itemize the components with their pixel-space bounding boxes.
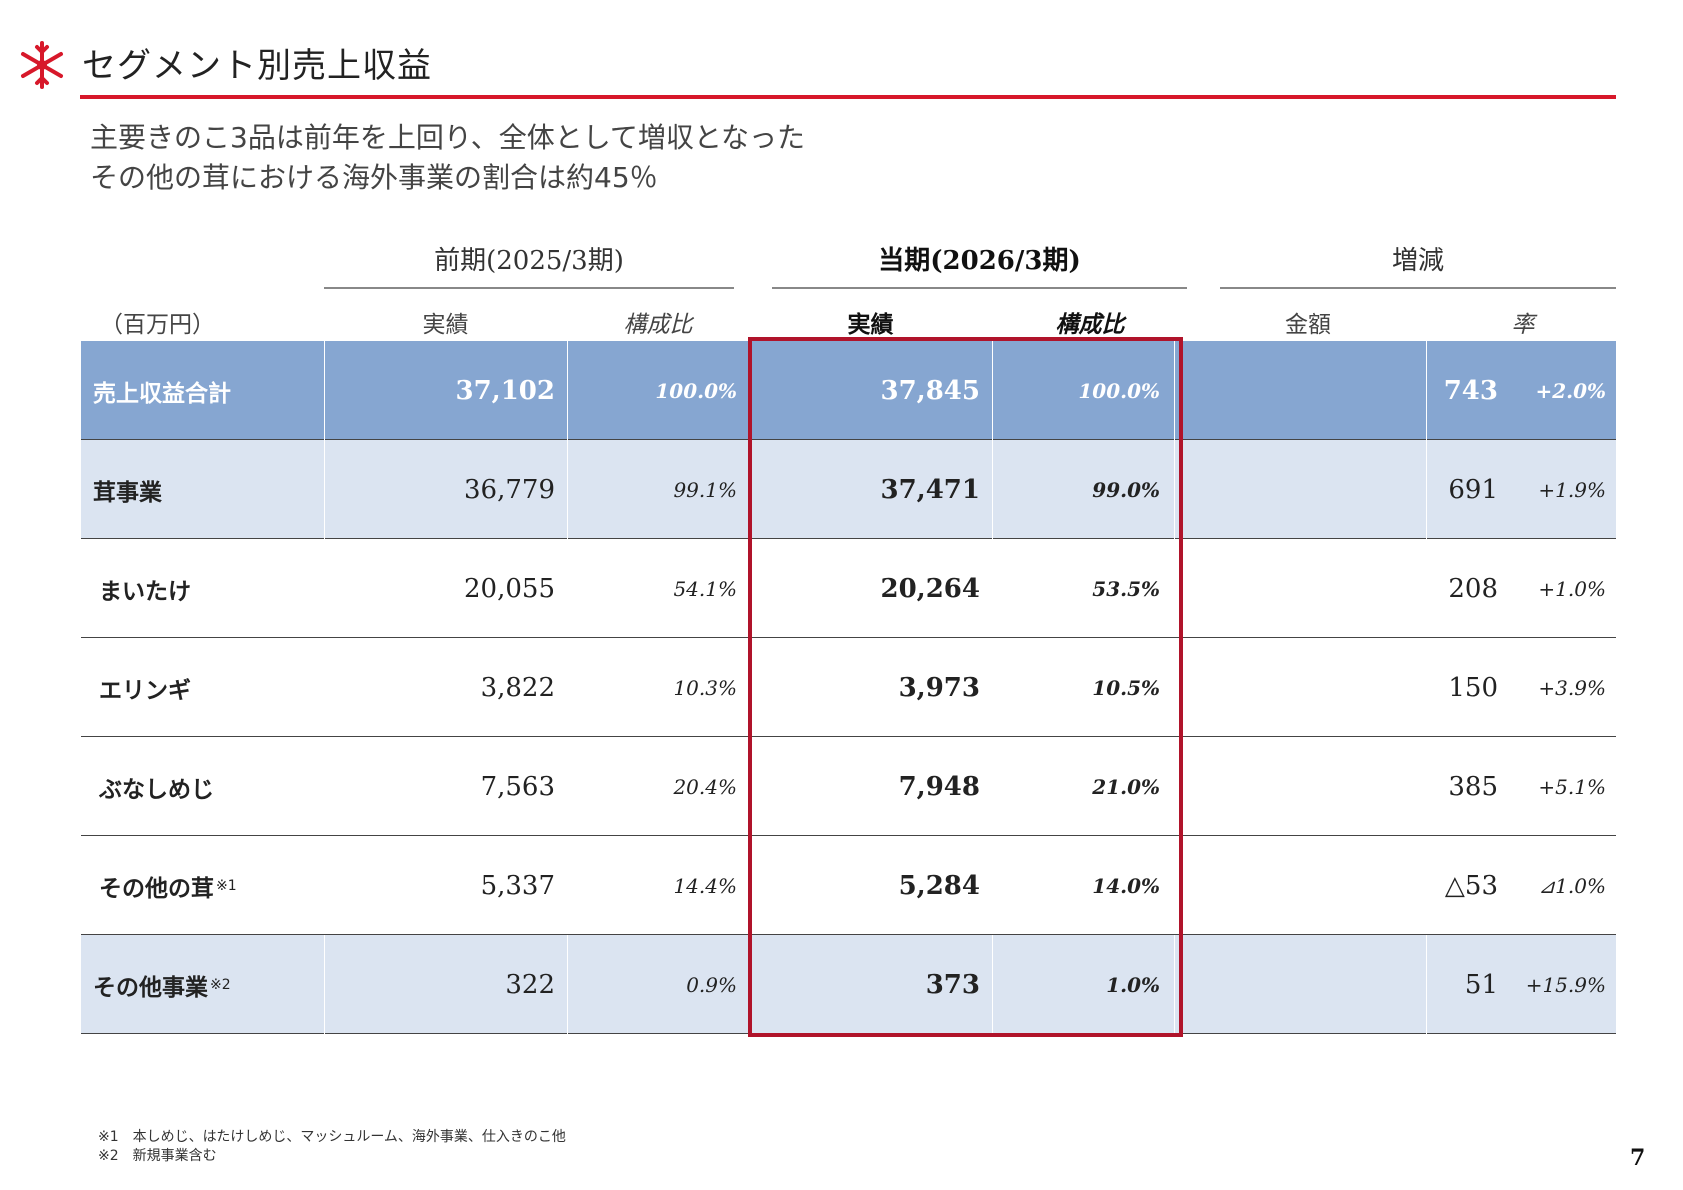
change-amount-cell: △53	[1444, 870, 1498, 901]
row-label-with-note: その他事業 ※2	[81, 935, 324, 1034]
change-rate-cell: ⊿1.0%	[1538, 873, 1606, 898]
row-label: 茸事業	[93, 479, 162, 506]
segment-revenue-table: 売上収益合計 37,102 100.0% 37,845 100.0% 743 +…	[81, 341, 1616, 1034]
cur-actual-cell: 20,264	[880, 573, 980, 604]
prev-ratio-cell: 99.1%	[567, 440, 749, 539]
prev-ratio-cell: 100.0%	[567, 341, 749, 440]
change-amount-cell: 51	[1174, 935, 1510, 1034]
cur-ratio-cell: 10.5%	[1092, 675, 1160, 700]
cur-ratio-cell: 21.0%	[1092, 774, 1160, 799]
col-cur-ratio: 構成比	[1055, 312, 1125, 338]
change-amount-cell: 691	[1174, 440, 1510, 539]
footnotes: ※1 本しめじ、はたけしめじ、マッシュルーム、海外事業、仕入きのこ他 ※2 新規…	[98, 1128, 566, 1166]
cur-actual-cell: 7,948	[898, 771, 980, 802]
change-amount-cell: 743	[1174, 341, 1510, 440]
change-rate-cell: +1.9%	[1426, 440, 1616, 539]
period-current-rule	[772, 287, 1187, 289]
prev-ratio-cell: 14.4%	[673, 873, 737, 898]
row-label: 売上収益合計	[93, 380, 231, 407]
change-amount-cell: 208	[1448, 573, 1498, 604]
prev-actual-cell: 322	[324, 935, 567, 1034]
prev-actual-cell: 3,822	[480, 672, 555, 703]
change-rate-cell: +5.1%	[1538, 774, 1606, 799]
subtitle: 主要きのこ3品は前年を上回り、全体として増収となった その他の茸における海外事業…	[90, 118, 805, 198]
change-rate-cell: +15.9%	[1426, 935, 1616, 1034]
col-change-amount: 金額	[1285, 312, 1331, 338]
prev-ratio-cell: 54.1%	[673, 576, 737, 601]
cur-actual-cell: 373	[749, 935, 992, 1034]
row-label-with-note: その他の茸 ※1	[81, 836, 324, 935]
page-title: セグメント別売上収益	[82, 46, 432, 86]
row-label: その他の茸	[99, 875, 214, 902]
cur-ratio-cell: 53.5%	[1092, 576, 1160, 601]
row-label: ぶなしめじ	[99, 776, 214, 803]
cur-ratio-cell: 99.0%	[992, 440, 1174, 539]
footnote-mark: ※1	[216, 877, 237, 894]
cur-ratio-cell: 100.0%	[992, 341, 1174, 440]
footnote-1: ※1 本しめじ、はたけしめじ、マッシュルーム、海外事業、仕入きのこ他	[98, 1129, 566, 1145]
table-row: 茸事業 36,779 99.1% 37,471 99.0% 691 +1.9%	[81, 440, 1616, 539]
col-prev-actual: 実績	[422, 312, 469, 338]
cur-actual-cell: 37,471	[749, 440, 992, 539]
table-row: その他の茸 ※1 5,337 14.4% 5,284 14.0% △53 ⊿1.0…	[81, 836, 1616, 935]
unit-label: （百万円）	[100, 312, 215, 338]
change-amount-cell: 385	[1448, 771, 1498, 802]
prev-actual-cell: 5,337	[480, 870, 555, 901]
change-rate-cell: +1.0%	[1538, 576, 1606, 601]
period-current: 当期(2026/3期)	[878, 246, 1081, 276]
prev-ratio-cell: 0.9%	[567, 935, 749, 1034]
period-previous-rule	[324, 287, 734, 289]
page-number: 7	[1630, 1145, 1646, 1171]
change-rate-cell: +2.0%	[1426, 341, 1616, 440]
col-change-rate: 率	[1511, 312, 1535, 338]
prev-actual-cell: 20,055	[464, 573, 555, 604]
col-prev-ratio: 構成比	[623, 312, 693, 338]
cur-ratio-cell: 14.0%	[1092, 873, 1160, 898]
footnote-mark: ※2	[210, 976, 231, 993]
subtitle-line-1: 主要きのこ3品は前年を上回り、全体として増収となった	[90, 121, 806, 154]
prev-actual-cell: 36,779	[324, 440, 567, 539]
prev-ratio-cell: 10.3%	[673, 675, 737, 700]
change-rate-cell: +3.9%	[1538, 675, 1606, 700]
table-row: エリンギ 3,822 10.3% 3,973 10.5% 150 +3.9%	[81, 638, 1616, 737]
title-divider	[80, 95, 1616, 99]
row-label: まいたけ	[99, 578, 191, 605]
row-label: その他事業	[93, 974, 208, 1001]
table-row: その他事業 ※2 322 0.9% 373 1.0% 51 +15.9%	[81, 935, 1616, 1034]
prev-ratio-cell: 20.4%	[673, 774, 737, 799]
period-change-rule	[1220, 287, 1616, 289]
cur-actual-cell: 37,845	[749, 341, 992, 440]
table-row: まいたけ 20,055 54.1% 20,264 53.5% 208 +1.0%	[81, 539, 1616, 638]
change-amount-cell: 150	[1448, 672, 1498, 703]
cur-actual-cell: 3,973	[898, 672, 980, 703]
snowflake-icon	[21, 41, 63, 89]
row-label: エリンギ	[99, 677, 191, 704]
prev-actual-cell: 7,563	[480, 771, 555, 802]
cur-ratio-cell: 1.0%	[992, 935, 1174, 1034]
col-cur-actual: 実績	[847, 312, 894, 338]
period-previous: 前期(2025/3期)	[434, 246, 624, 276]
period-change: 増減	[1391, 246, 1444, 276]
prev-actual-cell: 37,102	[324, 341, 567, 440]
table-row: ぶなしめじ 7,563 20.4% 7,948 21.0% 385 +5.1%	[81, 737, 1616, 836]
table-row-total: 売上収益合計 37,102 100.0% 37,845 100.0% 743 +…	[81, 341, 1616, 440]
subtitle-line-2: その他の茸における海外事業の割合は約45％	[90, 161, 658, 194]
footnote-2: ※2 新規事業含む	[98, 1148, 217, 1164]
cur-actual-cell: 5,284	[898, 870, 980, 901]
